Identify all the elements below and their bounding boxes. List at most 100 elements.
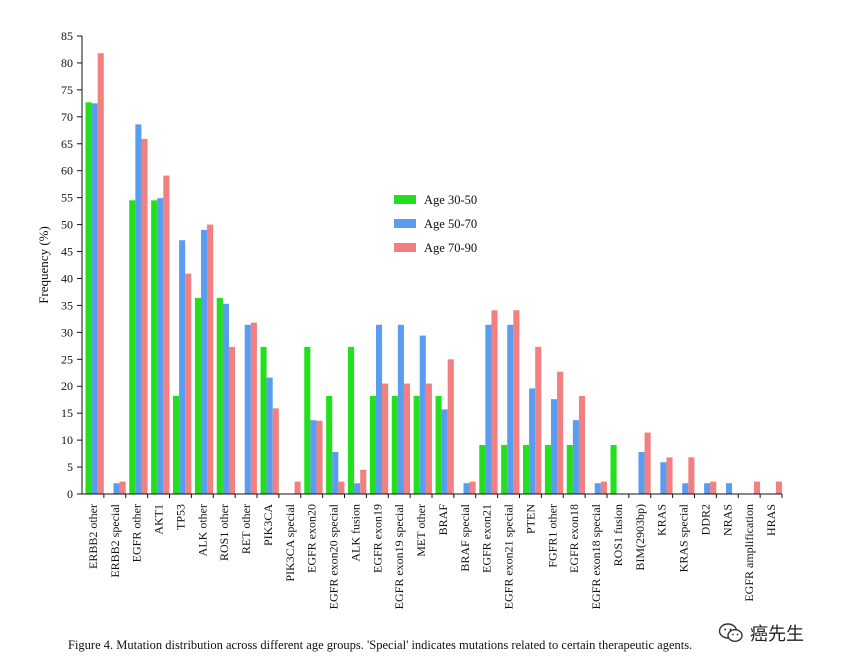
bar-egfr-exon21-age-50-70	[485, 324, 492, 494]
bar-bim-2903bp-age-70-90	[644, 432, 651, 494]
bar-ros1-other-age-50-70	[222, 303, 229, 494]
bar-met-other-age-30-50	[413, 395, 420, 494]
bar-fgfr1-other-age-70-90	[557, 371, 564, 494]
bar-met-other-age-50-70	[419, 335, 426, 494]
legend-swatch-age-70-90	[394, 243, 416, 252]
x-tick-label: HRAS	[764, 504, 778, 536]
bar-egfr-exon21-age-30-50	[479, 444, 486, 494]
bar-pten-age-50-70	[529, 388, 536, 494]
bar-braf-age-30-50	[435, 395, 442, 494]
x-tick-label: EGFR exon20	[305, 504, 319, 573]
bar-alk-fusion-age-50-70	[354, 483, 361, 494]
x-tick-label: BRAF special	[458, 503, 472, 571]
bar-egfr-exon19-age-50-70	[375, 324, 383, 494]
x-tick-label: PIK3CA	[261, 504, 275, 546]
bar-egfr-exon18-special-age-50-70	[594, 483, 601, 494]
y-tick-label: 25	[61, 352, 73, 366]
bar-egfr-exon21-special-age-30-50	[501, 444, 508, 494]
bar-egfr-exon19-special-age-50-70	[397, 324, 404, 494]
bar-egfr-other-age-70-90	[141, 138, 148, 495]
bar-alk-other-age-50-70	[200, 229, 208, 495]
bar-akt1-age-30-50	[151, 200, 158, 494]
y-tick-label: 10	[61, 433, 73, 447]
x-tick-label: BIM(2903bp)	[633, 504, 647, 571]
bar-tp53-age-70-90	[185, 273, 192, 494]
bar-tp53-age-50-70	[179, 240, 186, 494]
bar-egfr-other-age-50-70	[135, 124, 142, 495]
y-tick-label: 45	[61, 245, 73, 259]
y-tick-label: 20	[61, 379, 73, 393]
x-tick-label: FGFR1 other	[545, 504, 559, 568]
bar-egfr-exon18-age-50-70	[572, 420, 579, 494]
y-tick-label: 15	[61, 406, 73, 420]
bar-erbb2-other-age-30-50	[85, 102, 92, 494]
bar-bim-2903bp-age-50-70	[638, 451, 645, 494]
bar-egfr-exon19-special-age-30-50	[391, 395, 398, 494]
x-tick-label: TP53	[173, 504, 187, 530]
bar-alk-other-age-30-50	[194, 297, 201, 494]
x-tick-label: BRAF	[436, 504, 450, 536]
bar-egfr-exon18-special-age-70-90	[600, 481, 607, 494]
bar-erbb2-special-age-50-70	[113, 483, 120, 494]
bar-egfr-exon20-special-age-30-50	[326, 395, 333, 494]
y-tick-label: 55	[61, 191, 73, 205]
legend: Age 30-50 Age 50-70 Age 70-90	[394, 193, 477, 255]
x-tick-label: MET other	[414, 504, 428, 557]
bar-fgfr1-other-age-30-50	[544, 444, 551, 494]
legend-label-age-50-70: Age 50-70	[424, 217, 477, 231]
bar-erbb2-other-age-50-70	[91, 103, 98, 494]
x-tick-label: EGFR exon19	[370, 504, 384, 573]
x-tick-label: KRAS	[655, 504, 669, 536]
x-tick-label: EGFR exon20 special	[327, 503, 341, 609]
bar-met-other-age-70-90	[425, 383, 432, 494]
y-axis: 0 5 10 15 20 25 30 35 40 45 50 55 60 65 70 75 80 85 Freque…	[36, 29, 83, 501]
figure-caption: Figure 4. Mutation distribution across d…	[68, 638, 693, 652]
bar-braf-special-age-50-70	[463, 483, 470, 494]
x-tick-label: PTEN	[523, 504, 537, 534]
bar-pten-age-30-50	[523, 444, 530, 494]
bar-pik3ca-age-70-90	[272, 408, 279, 494]
x-tick-label: EGFR amplification	[742, 504, 756, 602]
bar-egfr-amplification-age-70-90	[753, 481, 761, 494]
bar-egfr-exon21-special-age-70-90	[513, 310, 520, 494]
bar-egfr-exon20-special-age-70-90	[338, 481, 345, 494]
bar-alk-fusion-age-70-90	[360, 469, 367, 494]
y-tick-label: 50	[61, 218, 73, 232]
x-tick-label: NRAS	[720, 504, 734, 536]
bar-egfr-exon20-age-70-90	[316, 420, 323, 494]
bar-pik3ca-age-50-70	[266, 377, 273, 494]
x-tick-label: DDR2	[698, 504, 712, 535]
legend-label-age-70-90: Age 70-90	[424, 241, 477, 255]
bar-ros1-other-age-30-50	[216, 297, 223, 494]
bar-kras-age-50-70	[660, 462, 667, 494]
bar-erbb2-other-age-70-90	[97, 53, 104, 495]
bar-egfr-exon20-age-30-50	[304, 346, 311, 494]
y-tick-label: 30	[61, 325, 73, 339]
bar-pten-age-70-90	[535, 346, 542, 494]
bar-hras-age-70-90	[775, 481, 782, 494]
bar-egfr-exon21-age-70-90	[491, 310, 498, 494]
bar-ddr2-age-50-70	[704, 483, 711, 494]
y-tick-label: 65	[61, 137, 73, 151]
bar-fgfr1-other-age-50-70	[550, 399, 558, 494]
y-tick-label: 85	[61, 29, 73, 43]
bar-ret-other-age-70-90	[250, 322, 257, 494]
bar-egfr-exon21-special-age-50-70	[507, 324, 514, 494]
bar-braf-age-50-70	[441, 409, 448, 494]
bar-egfr-other-age-30-50	[129, 200, 136, 494]
legend-swatch-age-30-50	[394, 195, 416, 204]
bar-egfr-exon19-age-70-90	[382, 383, 389, 494]
y-axis-label: Frequency (%)	[36, 226, 51, 304]
x-tick-label: EGFR exon18	[567, 504, 581, 573]
mutation-frequency-chart: 0 5 10 15 20 25 30 35 40 45 50 55 60 65 70 75 80 85 Freque…	[36, 29, 783, 609]
x-tick-label: ROS1 other	[217, 504, 231, 561]
y-tick-label: 5	[67, 460, 73, 474]
x-tick-label: ROS1 fusion	[611, 504, 625, 566]
y-tick-label: 35	[61, 298, 73, 312]
bar-alk-fusion-age-30-50	[348, 346, 355, 494]
bar-egfr-exon19-age-30-50	[369, 395, 376, 494]
x-axis: ERBB2 other ERBB2 special EGFR other AKT1 TP…	[82, 493, 783, 609]
y-tick-label: 60	[61, 164, 73, 178]
watermark: 癌先生	[718, 620, 804, 646]
legend-swatch-age-50-70	[394, 219, 416, 228]
